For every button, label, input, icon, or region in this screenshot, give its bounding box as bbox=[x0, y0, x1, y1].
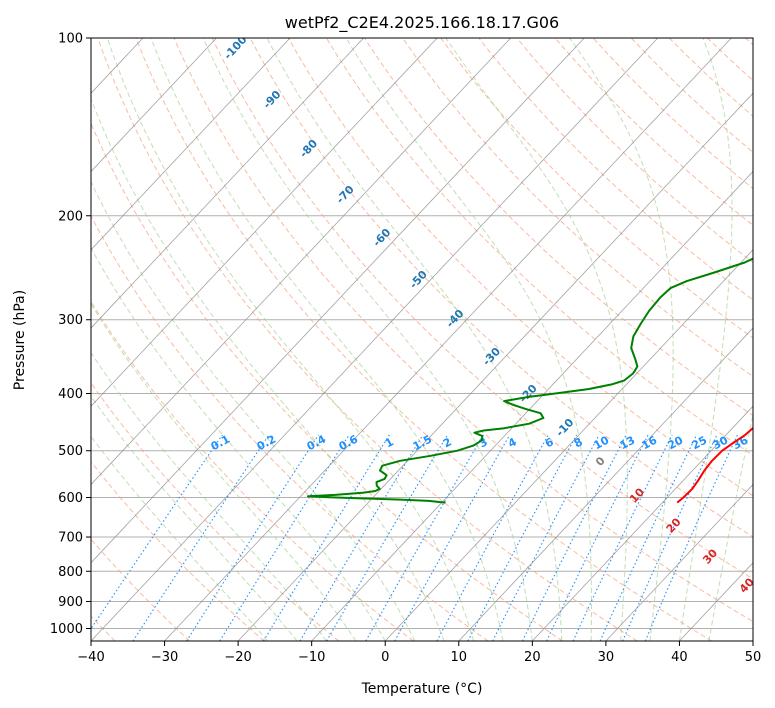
isotherm bbox=[91, 38, 438, 407]
dry-adiabat bbox=[97, 38, 638, 641]
moist-adiabat bbox=[266, 38, 563, 641]
moist-adiabat bbox=[91, 180, 416, 641]
y-tick-label: 800 bbox=[58, 565, 83, 580]
temperature-profile bbox=[676, 426, 753, 504]
moist-adiabat bbox=[106, 38, 474, 641]
moist-adiabats bbox=[91, 38, 753, 641]
isotherm bbox=[91, 38, 512, 486]
y-tick-label: 900 bbox=[58, 595, 83, 610]
mixing-ratio-label: 10 bbox=[592, 433, 612, 452]
plot-area: -100-90-80-70-60-50-40-30-20-10010203040… bbox=[91, 38, 753, 641]
x-tick-label: −30 bbox=[151, 650, 178, 665]
plot-background bbox=[91, 38, 753, 641]
isotherm bbox=[91, 38, 585, 564]
dry-adiabat bbox=[135, 38, 713, 641]
y-tick-label: 1000 bbox=[50, 622, 83, 637]
moist-adiabat bbox=[91, 247, 386, 641]
y-tick-label: 700 bbox=[58, 531, 83, 546]
isotherm bbox=[91, 38, 364, 329]
x-tick-label: 40 bbox=[671, 650, 688, 665]
mixing-ratio-line bbox=[132, 434, 270, 641]
isotherm bbox=[91, 38, 291, 251]
x-tick-label: −10 bbox=[298, 650, 325, 665]
dry-adiabat bbox=[249, 38, 753, 538]
isotherm bbox=[384, 249, 753, 641]
x-axis: −40 −30 −20 −10 0 10 20 30 40 50 bbox=[77, 641, 761, 665]
x-tick-label: −40 bbox=[77, 650, 104, 665]
x-tick-label: 10 bbox=[451, 650, 468, 665]
isotherm bbox=[91, 38, 217, 173]
plot-frame bbox=[90, 37, 754, 642]
moist-adiabat bbox=[91, 351, 327, 641]
y-tick-label: 600 bbox=[58, 491, 83, 506]
dry-adiabat bbox=[91, 122, 563, 641]
x-axis-label: Temperature (°C) bbox=[361, 681, 483, 697]
dry-adiabat bbox=[91, 538, 191, 641]
y-tick-label: 200 bbox=[58, 209, 83, 224]
isotherm bbox=[605, 483, 753, 641]
moist-adiabat bbox=[150, 38, 504, 641]
mixing-ratio-line bbox=[492, 434, 600, 641]
isotherm bbox=[91, 38, 659, 641]
mixing-ratio-line bbox=[263, 434, 390, 641]
mixing-ratio-line bbox=[186, 434, 319, 641]
y-tick-label: 400 bbox=[58, 387, 83, 402]
dry-adiabat bbox=[173, 38, 753, 623]
moist-adiabat bbox=[569, 38, 674, 641]
dry-adiabat bbox=[364, 38, 753, 417]
mixing-ratio-line bbox=[365, 434, 484, 641]
mixing-ratio-label: 13 bbox=[618, 434, 638, 453]
y-tick-label: 300 bbox=[58, 313, 83, 328]
y-axis-label: Pressure (hPa) bbox=[12, 290, 28, 390]
y-tick-label: 100 bbox=[58, 32, 83, 47]
moist-adiabat bbox=[445, 38, 628, 641]
mixing-ratio-line bbox=[467, 434, 578, 641]
moist-adiabat bbox=[678, 38, 733, 641]
dry-adiabat bbox=[440, 38, 753, 339]
dry-adiabat bbox=[402, 38, 753, 378]
mixing-ratio-label: 25 bbox=[690, 434, 710, 453]
isotherm bbox=[237, 92, 753, 641]
mixing-ratio-label: 20 bbox=[666, 433, 686, 452]
moist-adiabat bbox=[345, 38, 592, 641]
x-tick-label: 0 bbox=[381, 650, 389, 665]
dry-adiabat bbox=[630, 38, 753, 153]
isotherm bbox=[164, 38, 732, 641]
isotherm bbox=[532, 405, 753, 641]
sounding-profiles bbox=[307, 257, 753, 504]
isotherm bbox=[311, 170, 753, 641]
mixing-ratio-line bbox=[326, 434, 448, 641]
chart-title: wetPf2_C2E4.2025.166.18.17.G06 bbox=[285, 13, 559, 33]
isotherms bbox=[91, 38, 753, 641]
dry-adiabat bbox=[211, 38, 753, 580]
mixing-ratio-label: 36 bbox=[731, 433, 751, 452]
moist-adiabat bbox=[91, 303, 357, 641]
x-tick-label: 20 bbox=[524, 650, 541, 665]
mixing-ratio-line bbox=[644, 434, 738, 641]
dry-adiabat bbox=[516, 38, 753, 263]
mixing-ratio-line bbox=[219, 434, 350, 641]
moist-adiabat bbox=[708, 412, 753, 641]
moist-adiabat bbox=[91, 97, 445, 641]
mixing-ratio-line bbox=[299, 434, 424, 641]
mixing-ratio-line bbox=[546, 434, 649, 641]
dry-adiabat bbox=[287, 38, 753, 497]
y-tick-label: 500 bbox=[58, 444, 83, 459]
dry-adiabat bbox=[91, 300, 414, 641]
dry-adiabat bbox=[91, 461, 265, 641]
y-axis: 100 200 300 400 500 600 700 800 900 1000 bbox=[50, 32, 91, 637]
x-tick-label: 30 bbox=[598, 650, 615, 665]
mixing-ratio-line bbox=[521, 434, 627, 641]
x-tick-label: −20 bbox=[224, 650, 251, 665]
x-tick-label: 50 bbox=[745, 650, 762, 665]
mixing-ratio-label: 16 bbox=[640, 433, 660, 452]
dry-adiabat bbox=[554, 38, 753, 226]
isotherm bbox=[458, 327, 753, 641]
moist-adiabat bbox=[202, 38, 533, 641]
dewpoint-profile bbox=[307, 257, 753, 504]
